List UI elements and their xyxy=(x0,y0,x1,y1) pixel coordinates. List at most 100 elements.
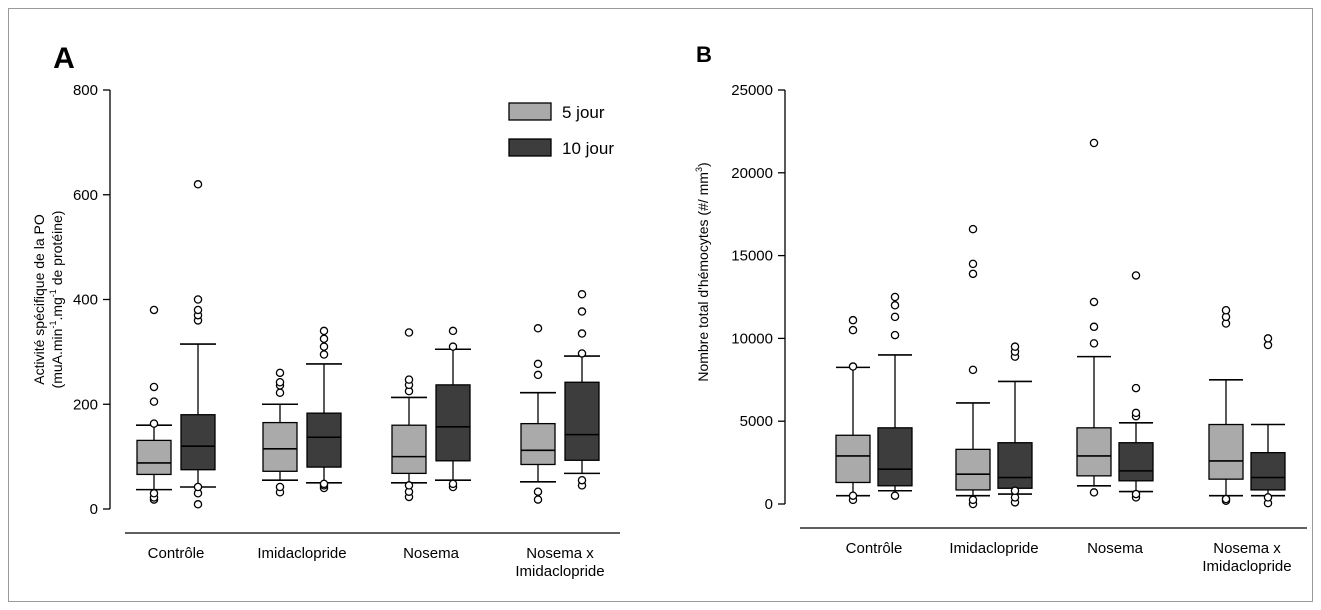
outlier-point xyxy=(193,180,203,189)
box-iqr xyxy=(955,448,991,491)
outlier-point xyxy=(149,419,159,428)
outlier-point xyxy=(1131,383,1141,393)
outlier-point xyxy=(968,269,978,279)
outlier-point xyxy=(848,362,858,371)
y-axis-title-part: 3 xyxy=(694,167,704,172)
box-iqr xyxy=(1250,452,1286,491)
y-tick-label: 5000 xyxy=(740,413,773,430)
outlier-point xyxy=(577,475,587,485)
outlier-point xyxy=(193,500,203,509)
y-axis-title-line2: (muA.min-1.mg-1 de protéine) xyxy=(48,211,65,389)
outlier-point xyxy=(193,305,203,315)
y-tick-label: 800 xyxy=(73,82,98,99)
box-iqr xyxy=(877,427,913,487)
boxplot xyxy=(136,305,172,504)
outlier-point xyxy=(149,305,159,315)
category-label: Imidaclopride xyxy=(515,563,604,580)
outlier-point xyxy=(848,491,858,500)
outlier-point xyxy=(1010,486,1020,496)
box-iqr xyxy=(180,414,216,471)
box-iqr xyxy=(435,384,471,462)
box-iqr xyxy=(391,424,427,475)
boxplot xyxy=(877,292,913,500)
outlier-point xyxy=(848,325,858,335)
category-label: Imidaclopride xyxy=(949,540,1038,557)
category-label: Nosema x xyxy=(1213,540,1281,557)
series-day-5 xyxy=(835,138,1244,509)
box-iqr xyxy=(835,434,871,484)
boxplot xyxy=(997,342,1033,507)
y-tick-label: 600 xyxy=(73,187,98,204)
y-axis-title-part: (muA.min xyxy=(49,329,65,389)
y-axis-title-part: ) xyxy=(695,162,711,167)
outlier-point xyxy=(404,375,414,384)
boxplot xyxy=(564,290,600,490)
outlier-point xyxy=(149,397,159,406)
y-axis-title: Activité spécifique de la PO xyxy=(31,214,47,385)
outlier-point xyxy=(193,482,203,492)
chart-panel-b: B 0 5000 10000 15000 20000 25000 Contrôle Imidac… xyxy=(694,42,1307,575)
box-iqr xyxy=(1208,423,1244,480)
outlier-point xyxy=(319,334,329,344)
y-axis-title-part: -1 xyxy=(48,321,58,329)
legend: 5 jour 10 jour xyxy=(508,102,614,158)
category-label: Imidaclopride xyxy=(1202,558,1291,575)
outlier-point xyxy=(1089,297,1099,307)
y-tick-label: 0 xyxy=(765,496,773,513)
outlier-point xyxy=(577,349,587,358)
outlier-point xyxy=(319,479,329,489)
boxplot xyxy=(391,328,427,502)
outlier-point xyxy=(448,326,458,336)
outlier-point xyxy=(1263,493,1273,502)
panel-label: B xyxy=(696,42,712,67)
boxplot xyxy=(1208,305,1244,505)
box-iqr xyxy=(997,442,1033,489)
outlier-point xyxy=(149,489,159,498)
outlier-point xyxy=(1089,322,1099,332)
outlier-point xyxy=(577,329,587,338)
outlier-point xyxy=(968,259,978,269)
y-tick-label: 400 xyxy=(73,292,98,309)
outlier-point xyxy=(890,312,900,322)
outlier-point xyxy=(319,350,329,359)
y-axis-title-part: -1 xyxy=(48,289,58,297)
outlier-point xyxy=(890,301,900,310)
y-tick-label: 20000 xyxy=(731,165,773,182)
category-label: Nosema x xyxy=(526,545,594,562)
outlier-point xyxy=(968,495,978,505)
outlier-point xyxy=(275,368,285,378)
y-axis-title-part: .mg xyxy=(49,297,65,320)
outlier-point xyxy=(1089,138,1099,148)
outlier-point xyxy=(1010,342,1020,351)
outlier-point xyxy=(890,292,900,302)
outlier-point xyxy=(1089,339,1099,348)
y-tick-label: 25000 xyxy=(731,82,773,99)
outlier-point xyxy=(404,328,414,337)
boxplot xyxy=(306,326,342,493)
outlier-point xyxy=(533,487,543,496)
boxplot xyxy=(435,326,471,492)
boxplot xyxy=(180,180,216,509)
y-axis-title-part: Nombre total d'hémocytes (#/ mm xyxy=(695,172,711,382)
legend-swatch xyxy=(508,102,552,121)
figure-frame xyxy=(8,8,1313,602)
outlier-point xyxy=(577,290,587,299)
box-iqr xyxy=(520,422,556,466)
y-tick-label: 10000 xyxy=(731,330,773,347)
category-label: Imidaclopride xyxy=(257,545,346,562)
legend-label: 10 jour xyxy=(562,139,614,158)
series-day-10 xyxy=(877,271,1286,508)
category-label: Nosema xyxy=(403,545,460,562)
outlier-point xyxy=(275,378,285,387)
y-tick-label: 15000 xyxy=(731,248,773,265)
box-iqr xyxy=(1118,442,1154,482)
box-iqr xyxy=(306,412,342,468)
outlier-point xyxy=(890,491,900,500)
boxplot xyxy=(1118,271,1154,502)
outlier-point xyxy=(1131,271,1141,280)
box-iqr xyxy=(1076,427,1112,477)
outlier-point xyxy=(577,307,587,316)
